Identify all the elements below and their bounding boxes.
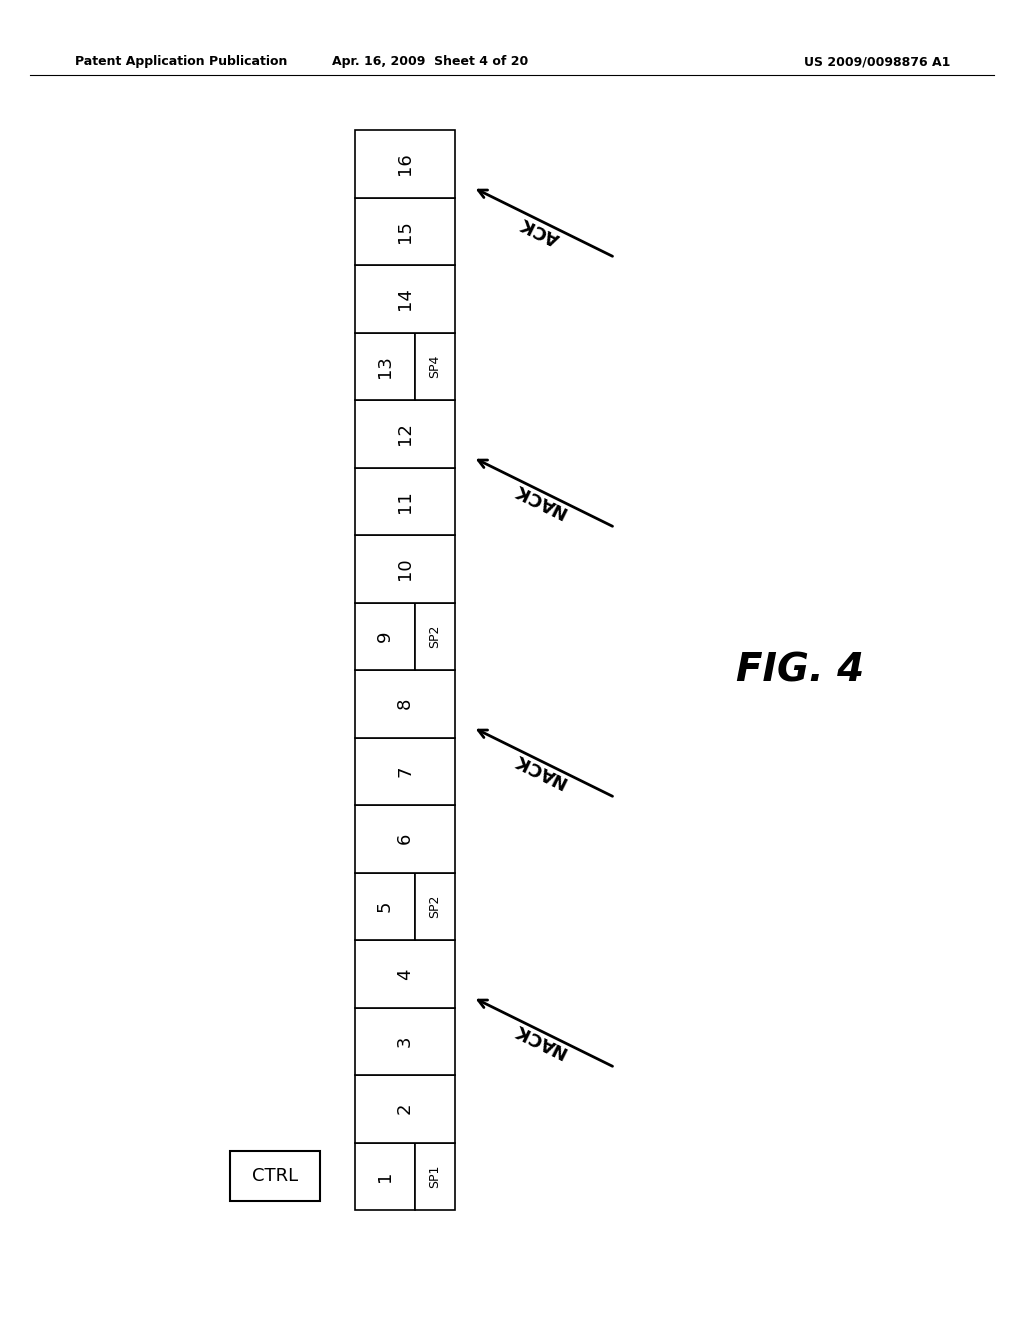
Bar: [355, 198, 455, 265]
Bar: [355, 873, 415, 940]
Text: Apr. 16, 2009  Sheet 4 of 20: Apr. 16, 2009 Sheet 4 of 20: [332, 55, 528, 69]
Text: 10: 10: [396, 557, 414, 579]
Bar: [230, 1151, 319, 1201]
Text: SP1: SP1: [428, 1164, 441, 1188]
Text: 5: 5: [376, 900, 394, 912]
Text: FIG. 4: FIG. 4: [736, 651, 864, 689]
Bar: [355, 535, 455, 602]
Text: 11: 11: [396, 490, 414, 512]
Text: 13: 13: [376, 355, 394, 378]
Text: NACK: NACK: [511, 750, 569, 791]
Text: 1: 1: [376, 1171, 394, 1181]
Text: Patent Application Publication: Patent Application Publication: [75, 55, 288, 69]
Text: 14: 14: [396, 288, 414, 310]
Text: US 2009/0098876 A1: US 2009/0098876 A1: [804, 55, 950, 69]
Text: NACK: NACK: [511, 480, 569, 521]
Text: SP4: SP4: [428, 355, 441, 378]
Text: 12: 12: [396, 422, 414, 445]
Bar: [355, 602, 415, 671]
Text: 4: 4: [396, 968, 414, 979]
Text: 8: 8: [396, 698, 414, 709]
Text: 15: 15: [396, 220, 414, 243]
Bar: [415, 1143, 455, 1210]
Bar: [415, 333, 455, 400]
Bar: [355, 940, 455, 1007]
Text: 2: 2: [396, 1104, 414, 1114]
Bar: [355, 1074, 455, 1143]
Bar: [355, 738, 455, 805]
Bar: [355, 805, 455, 873]
Text: 3: 3: [396, 1035, 414, 1047]
Text: CTRL: CTRL: [252, 1167, 298, 1185]
Text: ACK: ACK: [518, 214, 562, 248]
Text: SP2: SP2: [428, 895, 441, 917]
Bar: [355, 1007, 455, 1074]
Text: 7: 7: [396, 766, 414, 777]
Bar: [415, 602, 455, 671]
Text: 9: 9: [376, 631, 394, 642]
Bar: [355, 333, 415, 400]
Bar: [355, 1143, 415, 1210]
Bar: [355, 400, 455, 467]
Bar: [355, 265, 455, 333]
Text: 16: 16: [396, 152, 414, 176]
Text: 6: 6: [396, 833, 414, 845]
Bar: [415, 873, 455, 940]
Text: SP2: SP2: [428, 624, 441, 648]
Text: NACK: NACK: [511, 1020, 569, 1061]
Bar: [355, 467, 455, 535]
Bar: [355, 129, 455, 198]
Bar: [355, 671, 455, 738]
